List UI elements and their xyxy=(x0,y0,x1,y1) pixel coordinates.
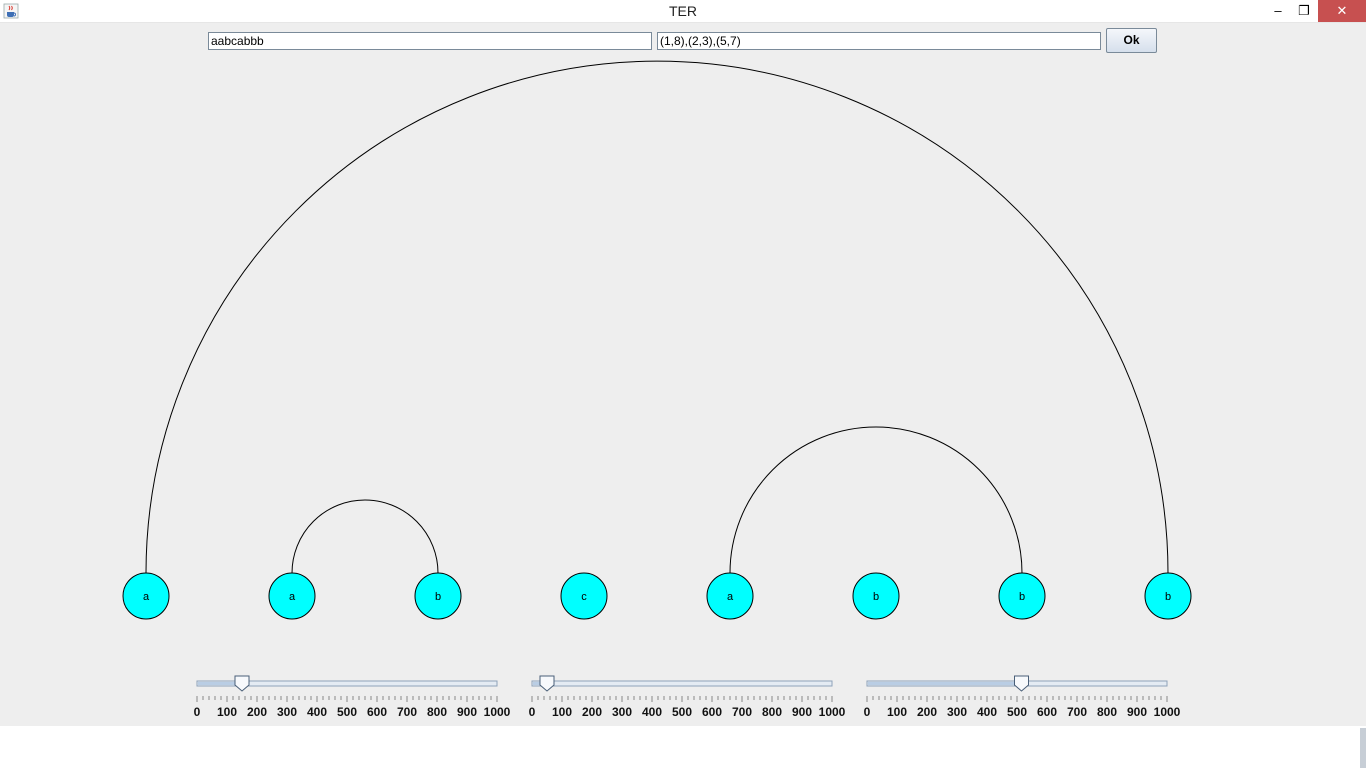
arc-diagram: a a b c a b b b0 100 200 300 400 500 600 700 800 900 1000… xyxy=(122,60,1192,719)
slider-thumb[interactable] xyxy=(1014,675,1029,692)
window-title: TER xyxy=(669,3,697,19)
node-8: b xyxy=(1144,572,1192,620)
slider-tick-label: 500 xyxy=(337,705,357,719)
slider-tick-label: 400 xyxy=(642,705,662,719)
arc-2-3 xyxy=(291,499,439,574)
node-2: a xyxy=(268,572,316,620)
node-circle xyxy=(560,572,608,620)
pairs-input[interactable]: (1,8),(2,3),(5,7) xyxy=(657,32,1101,50)
slider-tick-label: 900 xyxy=(1127,705,1147,719)
slider-tick-label: 1000 xyxy=(819,705,846,719)
slider-thumb[interactable] xyxy=(234,675,250,692)
slider-fill xyxy=(198,682,242,685)
slider-tick-label: 700 xyxy=(732,705,752,719)
slider-tick-label: 300 xyxy=(277,705,297,719)
node-label: a xyxy=(143,591,150,603)
slider-2[interactable]: 0 100 200 300 400 500 600 700 800 900 1000 xyxy=(529,675,846,719)
slider-tick-label: 800 xyxy=(1097,705,1117,719)
slider-tick-label: 1000 xyxy=(484,705,511,719)
node-label: b xyxy=(435,591,441,603)
slider-tick-label: 900 xyxy=(457,705,477,719)
node-7: b xyxy=(998,572,1046,620)
close-icon: ✕ xyxy=(1336,3,1348,18)
node-label: a xyxy=(727,591,734,603)
slider-tick-label: 200 xyxy=(917,705,937,719)
slider-tick-label: 200 xyxy=(582,705,602,719)
slider-tick-label: 0 xyxy=(194,705,201,719)
slider-thumb[interactable] xyxy=(539,675,555,692)
ok-button[interactable]: Ok xyxy=(1106,28,1157,53)
close-button[interactable]: ✕ xyxy=(1318,0,1366,22)
slider-tick-label: 1000 xyxy=(1154,705,1181,719)
java-cup-icon[interactable] xyxy=(3,3,19,19)
title-bar: TER – ❐ ✕ xyxy=(0,0,1366,23)
slider-tick-label: 900 xyxy=(792,705,812,719)
slider-tick-label: 400 xyxy=(977,705,997,719)
scrollbar-edge xyxy=(1360,728,1366,768)
node-circle xyxy=(706,572,754,620)
slider-tick-label: 200 xyxy=(247,705,267,719)
slider-track[interactable] xyxy=(531,680,833,687)
node-6: b xyxy=(852,572,900,620)
node-5: a xyxy=(706,572,754,620)
slider-3[interactable]: 0 100 200 300 400 500 600 700 800 900 1000 xyxy=(864,675,1181,719)
node-circle xyxy=(852,572,900,620)
node-label: b xyxy=(873,591,879,603)
slider-tick-label: 600 xyxy=(367,705,387,719)
slider-tick-label: 500 xyxy=(672,705,692,719)
slider-tick-label: 500 xyxy=(1007,705,1027,719)
node-3: b xyxy=(414,572,462,620)
slider-tick-label: 700 xyxy=(397,705,417,719)
slider-tick-label: 700 xyxy=(1067,705,1087,719)
slider-tick-label: 100 xyxy=(552,705,572,719)
node-circle xyxy=(414,572,462,620)
slider-tick-label: 100 xyxy=(887,705,907,719)
slider-track[interactable] xyxy=(196,680,498,687)
node-label: c xyxy=(581,591,587,603)
node-circle xyxy=(1144,572,1192,620)
slider-tick-label: 0 xyxy=(864,705,871,719)
slider-tick-label: 0 xyxy=(529,705,536,719)
window-bottom-area xyxy=(0,726,1366,768)
maximize-button[interactable]: ❐ xyxy=(1290,0,1318,22)
slider-tick-label: 600 xyxy=(702,705,722,719)
arc-1-8 xyxy=(145,60,1169,574)
main-panel: aabcabbb (1,8),(2,3),(5,7) Ok xyxy=(0,23,1366,726)
slider-tick-label: 800 xyxy=(427,705,447,719)
slider-tick-label: 300 xyxy=(612,705,632,719)
slider-tick-label: 800 xyxy=(762,705,782,719)
minimize-button[interactable]: – xyxy=(1264,0,1292,22)
sequence-input[interactable]: aabcabbb xyxy=(208,32,652,50)
node-circle xyxy=(268,572,316,620)
node-circle xyxy=(122,572,170,620)
node-label: a xyxy=(289,591,296,603)
slider-fill xyxy=(868,682,1022,685)
slider-tick-label: 400 xyxy=(307,705,327,719)
node-label: b xyxy=(1165,591,1171,603)
minimize-icon: – xyxy=(1274,3,1282,18)
node-label: b xyxy=(1019,591,1025,603)
slider-tick-label: 100 xyxy=(217,705,237,719)
slider-1[interactable]: 0 100 200 300 400 500 600 700 800 900 1000 xyxy=(194,675,511,719)
restore-icon: ❐ xyxy=(1298,3,1310,18)
slider-tick-label: 600 xyxy=(1037,705,1057,719)
node-1: a xyxy=(122,572,170,620)
node-4: c xyxy=(560,572,608,620)
node-circle xyxy=(998,572,1046,620)
slider-tick-label: 300 xyxy=(947,705,967,719)
arc-5-7 xyxy=(729,426,1023,574)
